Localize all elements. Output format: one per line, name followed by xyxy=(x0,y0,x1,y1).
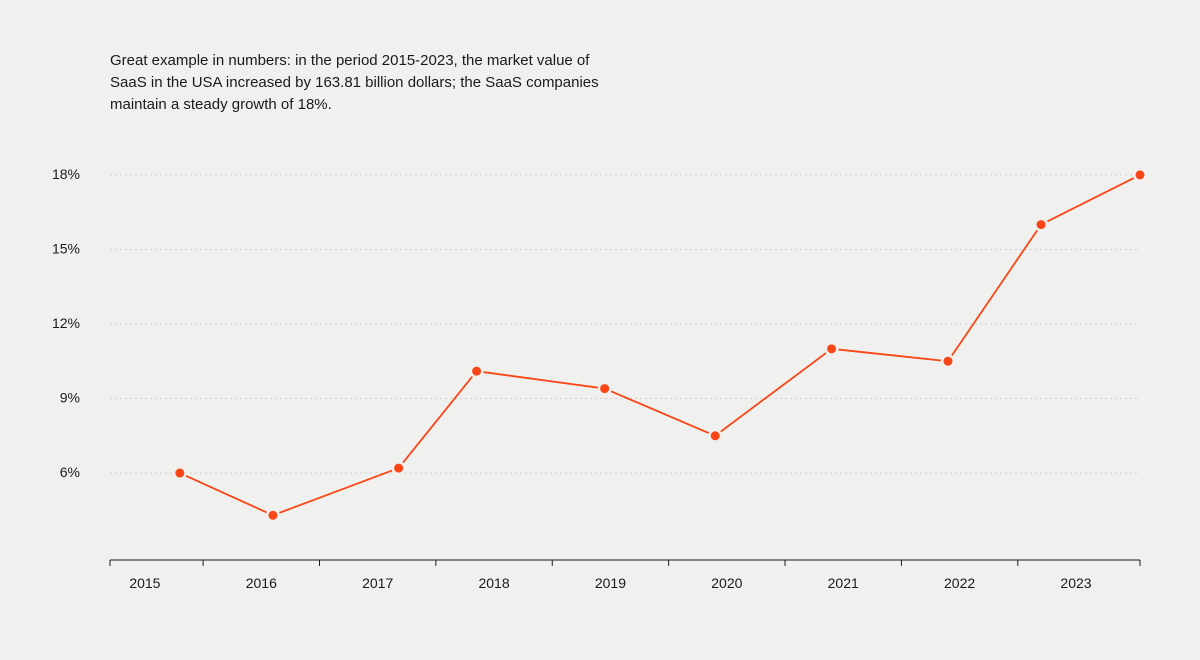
data-line xyxy=(180,175,1140,515)
x-axis-label: 2015 xyxy=(129,575,160,591)
data-marker xyxy=(827,344,836,353)
x-axis-label: 2017 xyxy=(362,575,393,591)
data-marker xyxy=(175,469,184,478)
y-axis-label: 9% xyxy=(60,390,80,406)
x-axis-label: 2018 xyxy=(478,575,509,591)
x-axis-label: 2023 xyxy=(1060,575,1091,591)
y-axis-label: 15% xyxy=(52,240,80,256)
data-marker xyxy=(472,367,481,376)
x-axis-label: 2022 xyxy=(944,575,975,591)
x-axis-label: 2019 xyxy=(595,575,626,591)
line-chart: 6% 9% 12% 15% 18% 2015 2016 2017 2018 2019 2020 202… xyxy=(50,150,1150,610)
y-axis-label: 12% xyxy=(52,315,80,331)
y-axis-label: 6% xyxy=(60,464,80,480)
data-marker xyxy=(600,384,609,393)
data-marker xyxy=(1136,170,1145,179)
x-axis-label: 2020 xyxy=(711,575,742,591)
x-axis-label: 2021 xyxy=(828,575,859,591)
data-marker xyxy=(394,464,403,473)
data-marker xyxy=(1037,220,1046,229)
chart-caption: Great example in numbers: in the period … xyxy=(110,50,630,115)
chart-svg: 6% 9% 12% 15% 18% 2015 2016 2017 2018 2019 2020 202… xyxy=(50,150,1150,610)
data-marker xyxy=(943,357,952,366)
y-axis-label: 18% xyxy=(52,166,80,182)
x-axis-label: 2016 xyxy=(246,575,277,591)
data-marker xyxy=(711,431,720,440)
data-marker xyxy=(268,511,277,520)
